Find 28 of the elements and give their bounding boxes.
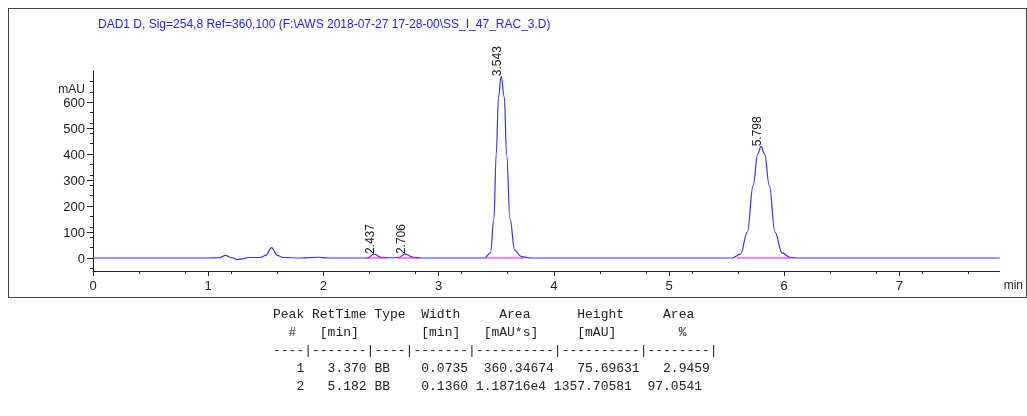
y-tick-label: 200 [63,198,85,214]
annotation: 2.437 [362,223,377,255]
annotation: 2.706 [393,223,408,255]
y-tick-label: 500 [63,120,85,136]
x-tick-label: 7 [895,278,904,293]
y-tick-label: 400 [63,146,85,162]
text: ----|-------|----|-------|----------|----------|--------| [273,343,718,358]
x-tick-label: 1 [204,278,212,293]
line-series [92,75,1001,261]
x-tick-label: 0 [89,278,97,293]
annotation: 5.798 [749,115,764,147]
x-axis-title: min [1003,278,1024,292]
x-tick-label: 5 [665,278,673,293]
chart-title: DAD1 D, Sig=254,8 Ref=360,100 (F:\AWS 2018-07-27 17-28-00\SS_I_47_RAC_3.D) [98,17,551,31]
annotation: 3.543 [490,45,505,77]
y-tick-label: 600 [63,94,85,110]
x-tick-label: 3 [435,278,443,293]
y-tick-label: 0 [77,250,85,266]
x-tick-label: 2 [319,278,328,293]
text: 1 3.370 BB 0.0735 360.34674 75.69631 2.9459 [296,361,710,376]
y-tick-label: 100 [63,224,85,240]
y-axis-title: mAU [58,82,85,96]
text: Peak RetTime Type Width Area Height Area [273,307,695,322]
x-tick-label: 6 [780,278,788,293]
text: # [min] [min] [mAU*s] [mAU] % [288,325,687,340]
x-tick-label: 4 [550,278,558,293]
text: 2 5.182 BB 0.1360 1.18716e4 1357.70581 97.0541 [296,379,703,394]
y-tick-label: 300 [63,172,85,188]
